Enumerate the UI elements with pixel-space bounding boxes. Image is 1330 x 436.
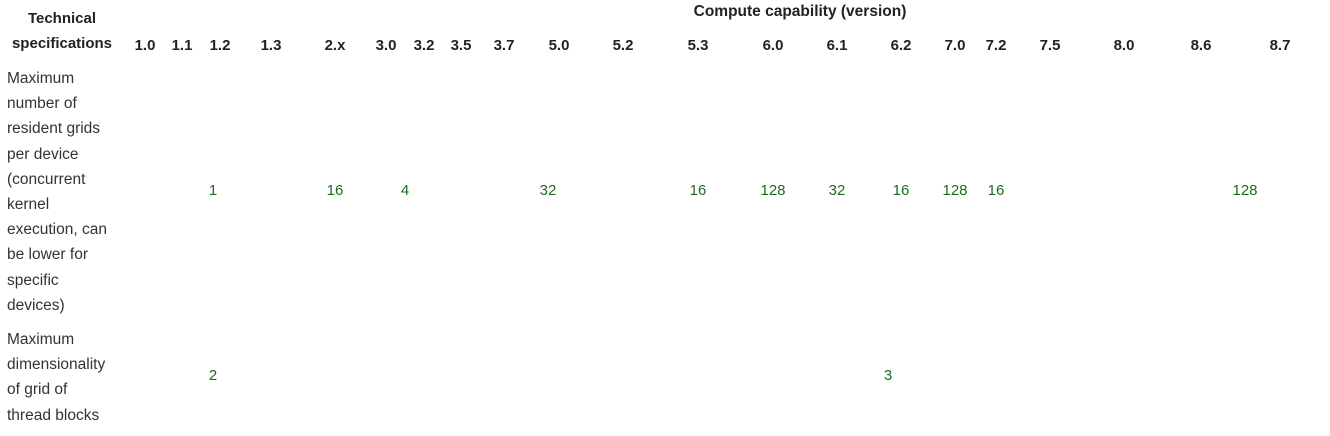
- row-label-line: kernel: [7, 196, 50, 214]
- row-label-line: Maximum: [7, 331, 75, 348]
- row-label-line: per device: [7, 145, 79, 163]
- version-header-cell: 1.1: [171, 37, 193, 54]
- group-header: Compute capability (version): [693, 3, 907, 20]
- version-header-cell: 7.2: [985, 37, 1007, 54]
- version-header-cell: 5.0: [548, 37, 570, 54]
- table-cell: 128: [1232, 182, 1258, 199]
- version-header-cell: 7.5: [1039, 37, 1061, 54]
- row-label-line: resident grids: [7, 120, 101, 138]
- table-cell: 1: [208, 182, 218, 199]
- version-header-cell: 7.0: [944, 37, 966, 54]
- corner-header-line: specifications: [11, 35, 113, 52]
- version-header-cell: 1.0: [134, 37, 156, 54]
- version-header-cell: 3.7: [493, 37, 515, 54]
- version-header-cell: 8.6: [1190, 37, 1212, 54]
- row-label-line: Maximum: [7, 70, 75, 87]
- corner-header-line: Technical: [27, 10, 97, 27]
- row-label-grid-dimensionality: Maximum dimensionality of grid of thread…: [7, 327, 105, 428]
- version-header-cell: 3.0: [375, 37, 397, 54]
- table-cell: 32: [539, 182, 557, 199]
- version-header-cell: 8.0: [1113, 37, 1135, 54]
- corner-header: Technical specifications: [6, 6, 118, 56]
- table-cell: 4: [400, 182, 410, 199]
- row-label-line: dimensionality: [7, 356, 106, 374]
- table-cell: 128: [942, 182, 968, 199]
- table-cell: 128: [760, 182, 786, 199]
- version-header-cell: 2.x: [324, 37, 346, 54]
- row-label-line: thread blocks: [7, 406, 100, 424]
- version-header-cell: 3.5: [450, 37, 472, 54]
- version-header-cell: 1.3: [260, 37, 282, 54]
- table-cell: 16: [326, 182, 344, 199]
- row-label-line: number of: [7, 95, 77, 113]
- row-label-line: execution, can: [7, 221, 107, 239]
- version-header-cell: 6.2: [890, 37, 912, 54]
- version-header-cell: 3.2: [413, 37, 435, 54]
- table-cell: 16: [689, 182, 707, 199]
- table-cell: 3: [883, 367, 893, 384]
- row-label-line: specific: [7, 271, 59, 289]
- version-header-cell: 5.3: [687, 37, 709, 54]
- table-cell: 32: [828, 182, 846, 199]
- version-header-cell: 6.0: [762, 37, 784, 54]
- version-header-cell: 8.7: [1269, 37, 1291, 54]
- row-label-line: of grid of: [7, 381, 68, 399]
- table-cell: 16: [892, 182, 910, 199]
- table-cell: 2: [208, 367, 218, 384]
- row-label-line: be lower for: [7, 246, 88, 264]
- row-label-line: (concurrent: [7, 170, 86, 188]
- version-header-cell: 1.2: [209, 37, 231, 54]
- version-header-cell: 5.2: [612, 37, 634, 54]
- version-header-cell: 6.1: [826, 37, 848, 54]
- row-label-resident-grids: Maximum number of resident grids per dev…: [7, 66, 107, 318]
- table-cell: 16: [987, 182, 1005, 199]
- row-label-line: devices): [7, 296, 65, 314]
